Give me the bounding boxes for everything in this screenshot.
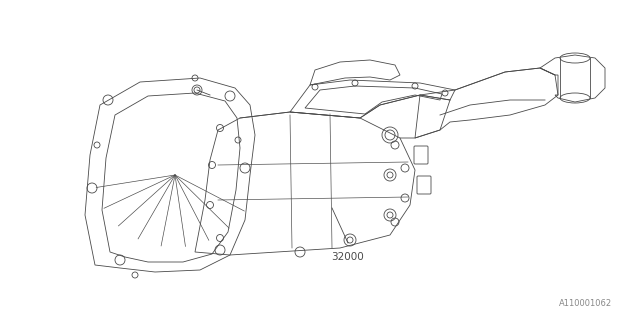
Text: A110001062: A110001062 xyxy=(559,299,612,308)
Text: 32000: 32000 xyxy=(332,252,364,262)
